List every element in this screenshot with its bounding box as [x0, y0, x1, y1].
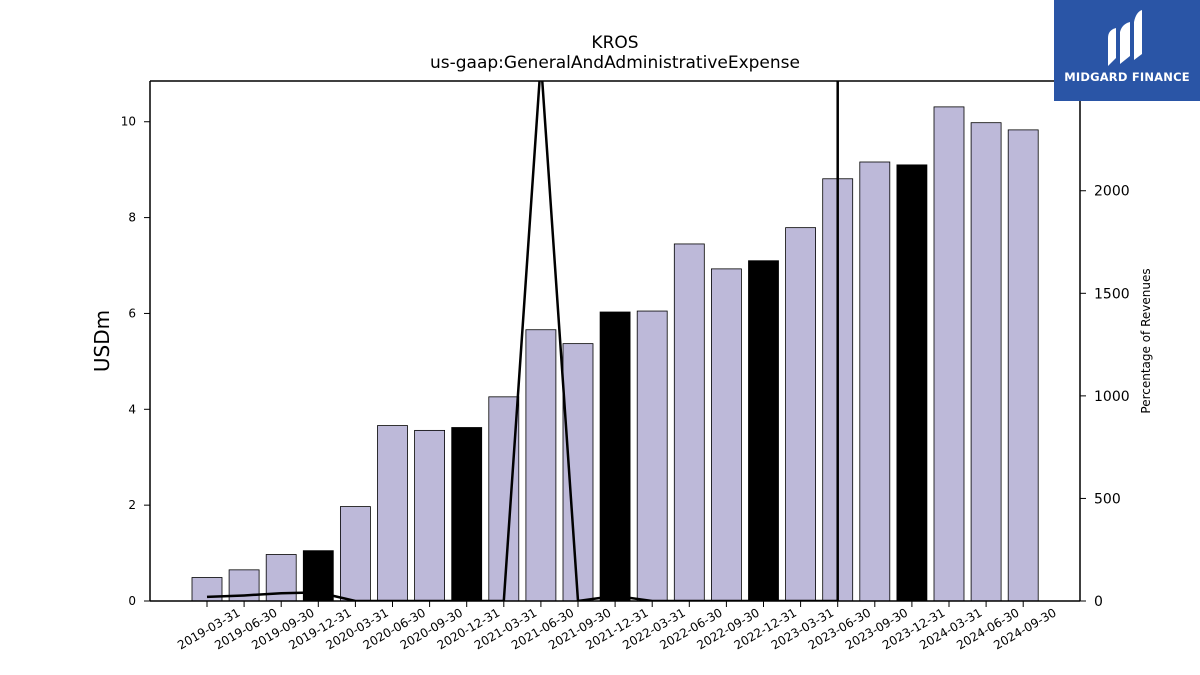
line-group	[206, 81, 839, 601]
bar	[636, 310, 668, 602]
y-tick-label-right: 2000	[1094, 184, 1130, 200]
logo-mark-icon	[1108, 10, 1142, 66]
y-tick-label-right: 1000	[1094, 389, 1130, 405]
bar	[339, 506, 371, 602]
bar	[562, 343, 594, 602]
y-tick-label-left: 10	[121, 115, 136, 129]
y-tick-label-left: 6	[128, 306, 136, 320]
y-axis-label-right: Percentage of Revenues	[1139, 268, 1153, 413]
bar	[414, 429, 446, 602]
y-tick-label-right: 0	[1094, 594, 1103, 610]
bar	[933, 106, 965, 602]
bar	[785, 227, 816, 602]
bar	[970, 122, 1002, 602]
bar	[1007, 129, 1039, 602]
y-tick-label-left: 0	[128, 594, 136, 608]
y-tick-label-right: 500	[1094, 491, 1121, 507]
y-axis-label-left: USDm	[90, 310, 114, 372]
chart-title: KROS	[591, 33, 638, 53]
bar	[599, 311, 631, 602]
bar	[377, 425, 408, 602]
bar	[525, 329, 557, 602]
bar	[896, 164, 928, 602]
y-tick-label-left: 8	[128, 211, 136, 225]
bar	[748, 260, 779, 602]
bar	[711, 268, 742, 602]
chart-subtitle: us-gaap:GeneralAndAdministrativeExpense	[430, 53, 800, 73]
brand-logo: MIDGARD FINANCE	[1054, 0, 1200, 101]
bar	[859, 161, 891, 602]
bar	[673, 243, 705, 602]
bars-group	[191, 106, 1039, 602]
brand-name: MIDGARD FINANCE	[1064, 70, 1190, 84]
bar	[451, 427, 483, 602]
y-tick-label-left: 4	[128, 402, 136, 416]
y-tick-label-right: 1500	[1094, 286, 1130, 302]
bar	[488, 396, 520, 602]
y-tick-label-left: 2	[128, 498, 136, 512]
series-line	[206, 81, 838, 601]
